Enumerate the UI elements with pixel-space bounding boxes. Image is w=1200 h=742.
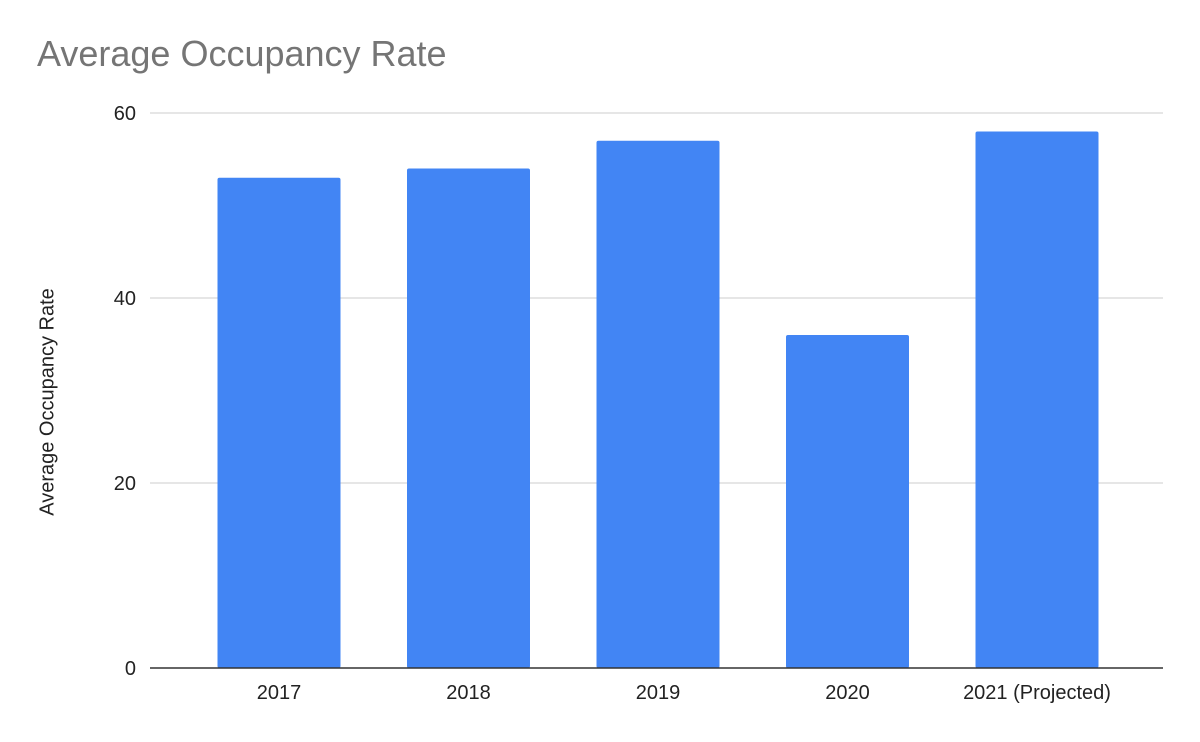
y-axis-ticks: 0 20 40 60 bbox=[114, 103, 136, 680]
y-tick-label: 40 bbox=[114, 288, 136, 310]
x-tick-label: 2019 bbox=[636, 682, 681, 704]
x-tick-label: 2017 bbox=[257, 682, 302, 704]
x-tick-label: 2021 (Projected) bbox=[963, 682, 1111, 704]
y-tick-label: 20 bbox=[114, 473, 136, 495]
y-tick-label: 0 bbox=[125, 658, 136, 680]
bar-2020 bbox=[786, 335, 909, 668]
x-tick-label: 2020 bbox=[825, 682, 870, 704]
bars bbox=[218, 132, 1099, 669]
x-axis-ticks: 2017 2018 2019 2020 2021 (Projected) bbox=[257, 682, 1111, 704]
bar-2018 bbox=[407, 169, 530, 669]
bar-2017 bbox=[218, 178, 341, 668]
x-tick-label: 2018 bbox=[446, 682, 491, 704]
bar-2021-projected bbox=[976, 132, 1099, 669]
bar-2019 bbox=[597, 141, 720, 668]
y-tick-label: 60 bbox=[114, 103, 136, 125]
